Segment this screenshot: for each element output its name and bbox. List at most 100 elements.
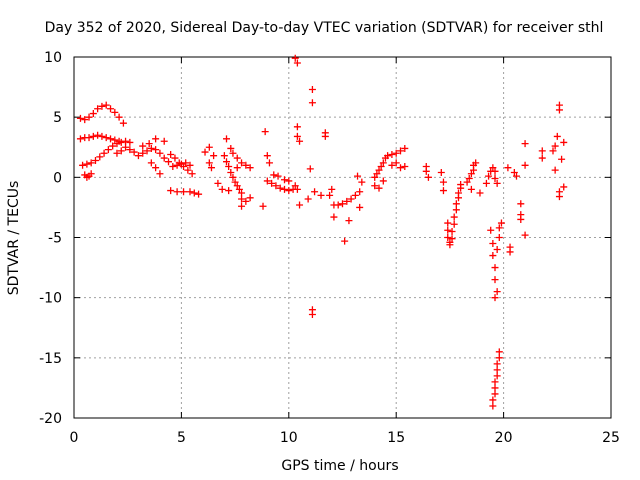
- data-point: [491, 276, 499, 284]
- data-point: [491, 378, 499, 386]
- x-tick-label: 0: [70, 430, 79, 446]
- data-point: [510, 169, 518, 177]
- x-axis-label: GPS time / hours: [281, 458, 398, 474]
- data-point: [115, 113, 123, 121]
- data-point: [233, 164, 241, 172]
- data-point: [293, 132, 301, 140]
- data-point: [472, 159, 480, 167]
- y-tick-label: -5: [48, 231, 62, 247]
- data-point: [214, 179, 222, 187]
- data-point: [246, 164, 254, 172]
- data-point: [276, 184, 284, 192]
- data-point: [452, 200, 460, 208]
- data-point: [345, 217, 353, 225]
- data-point: [356, 203, 364, 211]
- data-point: [424, 173, 432, 181]
- data-point: [238, 189, 246, 197]
- data-point: [225, 187, 233, 195]
- data-point: [392, 159, 400, 167]
- data-point: [102, 134, 110, 142]
- data-point: [270, 171, 278, 179]
- data-point: [233, 182, 241, 190]
- data-point: [173, 188, 181, 196]
- grid-lines: [74, 57, 611, 418]
- data-point: [263, 177, 271, 185]
- data-point: [379, 177, 387, 185]
- data-point: [493, 288, 501, 296]
- data-point: [139, 149, 147, 157]
- data-point: [89, 132, 97, 140]
- data-point: [152, 164, 160, 172]
- data-point: [259, 202, 267, 210]
- data-point: [377, 163, 385, 171]
- data-point: [265, 159, 273, 167]
- data-point: [506, 243, 514, 251]
- data-point: [495, 348, 503, 356]
- data-point: [463, 178, 471, 186]
- data-point: [229, 149, 237, 157]
- data-point: [560, 183, 568, 191]
- data-point: [205, 159, 213, 167]
- data-point: [233, 154, 241, 162]
- data-point: [489, 402, 497, 410]
- data-point: [119, 119, 127, 127]
- data-point: [396, 147, 404, 155]
- data-point: [102, 101, 110, 109]
- data-point: [231, 178, 239, 186]
- y-tick-label: -15: [39, 351, 62, 367]
- data-point: [281, 185, 289, 193]
- data-point: [482, 179, 490, 187]
- data-point: [76, 135, 84, 143]
- data-point: [467, 170, 475, 178]
- data-point: [109, 142, 117, 150]
- data-point: [207, 164, 215, 172]
- data-point: [356, 188, 364, 196]
- data-point: [238, 159, 246, 167]
- data-point: [373, 170, 381, 178]
- data-point: [491, 175, 499, 183]
- data-point: [293, 59, 301, 67]
- data-point: [476, 189, 484, 197]
- data-point: [448, 227, 456, 235]
- data-point: [512, 172, 520, 180]
- data-point: [328, 185, 336, 193]
- data-point: [225, 163, 233, 171]
- data-point: [210, 152, 218, 160]
- data-point: [190, 189, 198, 197]
- data-point: [147, 144, 155, 152]
- data-point: [444, 219, 452, 227]
- data-point: [495, 234, 503, 241]
- data-point: [79, 161, 87, 169]
- data-point: [291, 54, 299, 62]
- data-point: [242, 161, 250, 169]
- data-point: [308, 311, 316, 319]
- data-point: [487, 226, 495, 234]
- data-point: [538, 147, 546, 155]
- data-point: [347, 195, 355, 203]
- x-tick-label: 15: [387, 430, 405, 446]
- data-point: [238, 195, 246, 203]
- y-tick-label: -20: [39, 411, 62, 427]
- data-point: [553, 132, 561, 140]
- data-point: [450, 213, 458, 221]
- data-point: [437, 169, 445, 177]
- data-point: [485, 172, 493, 180]
- data-point: [182, 159, 190, 167]
- data-point: [134, 152, 142, 160]
- data-point: [98, 132, 106, 140]
- data-point: [439, 178, 447, 186]
- data-point: [401, 144, 409, 152]
- data-point: [452, 206, 460, 214]
- data-point: [152, 135, 160, 143]
- data-point: [495, 354, 503, 362]
- data-point: [246, 194, 254, 202]
- data-point: [293, 123, 301, 131]
- data-point: [122, 143, 130, 151]
- data-point: [156, 149, 164, 157]
- data-point: [107, 105, 115, 113]
- data-point: [354, 172, 362, 180]
- data-point: [444, 226, 452, 234]
- data-point: [334, 201, 342, 209]
- data-point: [285, 177, 293, 185]
- data-point: [517, 200, 525, 208]
